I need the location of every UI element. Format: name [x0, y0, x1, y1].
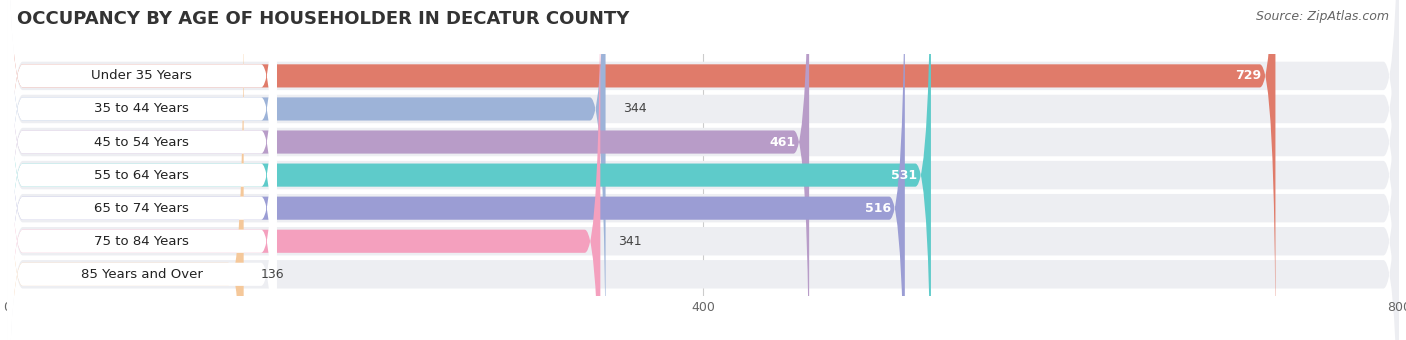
FancyBboxPatch shape — [7, 0, 1399, 340]
Text: 516: 516 — [865, 202, 891, 215]
FancyBboxPatch shape — [7, 0, 277, 340]
FancyBboxPatch shape — [7, 0, 1399, 340]
Text: 461: 461 — [769, 136, 796, 149]
FancyBboxPatch shape — [7, 0, 606, 340]
FancyBboxPatch shape — [7, 0, 1275, 340]
Text: 65 to 74 Years: 65 to 74 Years — [94, 202, 190, 215]
Text: 35 to 44 Years: 35 to 44 Years — [94, 102, 190, 116]
Text: 45 to 54 Years: 45 to 54 Years — [94, 136, 190, 149]
Text: Under 35 Years: Under 35 Years — [91, 69, 193, 82]
Text: OCCUPANCY BY AGE OF HOUSEHOLDER IN DECATUR COUNTY: OCCUPANCY BY AGE OF HOUSEHOLDER IN DECAT… — [17, 10, 630, 28]
FancyBboxPatch shape — [7, 0, 277, 340]
Text: Source: ZipAtlas.com: Source: ZipAtlas.com — [1256, 10, 1389, 23]
FancyBboxPatch shape — [7, 0, 931, 340]
Text: 344: 344 — [623, 102, 647, 116]
Text: 531: 531 — [891, 169, 917, 182]
FancyBboxPatch shape — [7, 0, 1399, 340]
Text: 55 to 64 Years: 55 to 64 Years — [94, 169, 190, 182]
FancyBboxPatch shape — [7, 0, 277, 340]
FancyBboxPatch shape — [7, 0, 243, 340]
FancyBboxPatch shape — [7, 0, 1399, 340]
FancyBboxPatch shape — [7, 0, 905, 340]
Text: 136: 136 — [262, 268, 284, 281]
FancyBboxPatch shape — [7, 0, 1399, 340]
Text: 729: 729 — [1236, 69, 1261, 82]
Text: 341: 341 — [617, 235, 641, 248]
FancyBboxPatch shape — [7, 0, 1399, 340]
FancyBboxPatch shape — [7, 0, 277, 340]
FancyBboxPatch shape — [7, 0, 600, 340]
FancyBboxPatch shape — [7, 0, 808, 340]
FancyBboxPatch shape — [7, 0, 277, 340]
Text: 85 Years and Over: 85 Years and Over — [82, 268, 202, 281]
FancyBboxPatch shape — [7, 0, 277, 340]
Text: 75 to 84 Years: 75 to 84 Years — [94, 235, 190, 248]
FancyBboxPatch shape — [7, 0, 1399, 340]
FancyBboxPatch shape — [7, 0, 277, 340]
